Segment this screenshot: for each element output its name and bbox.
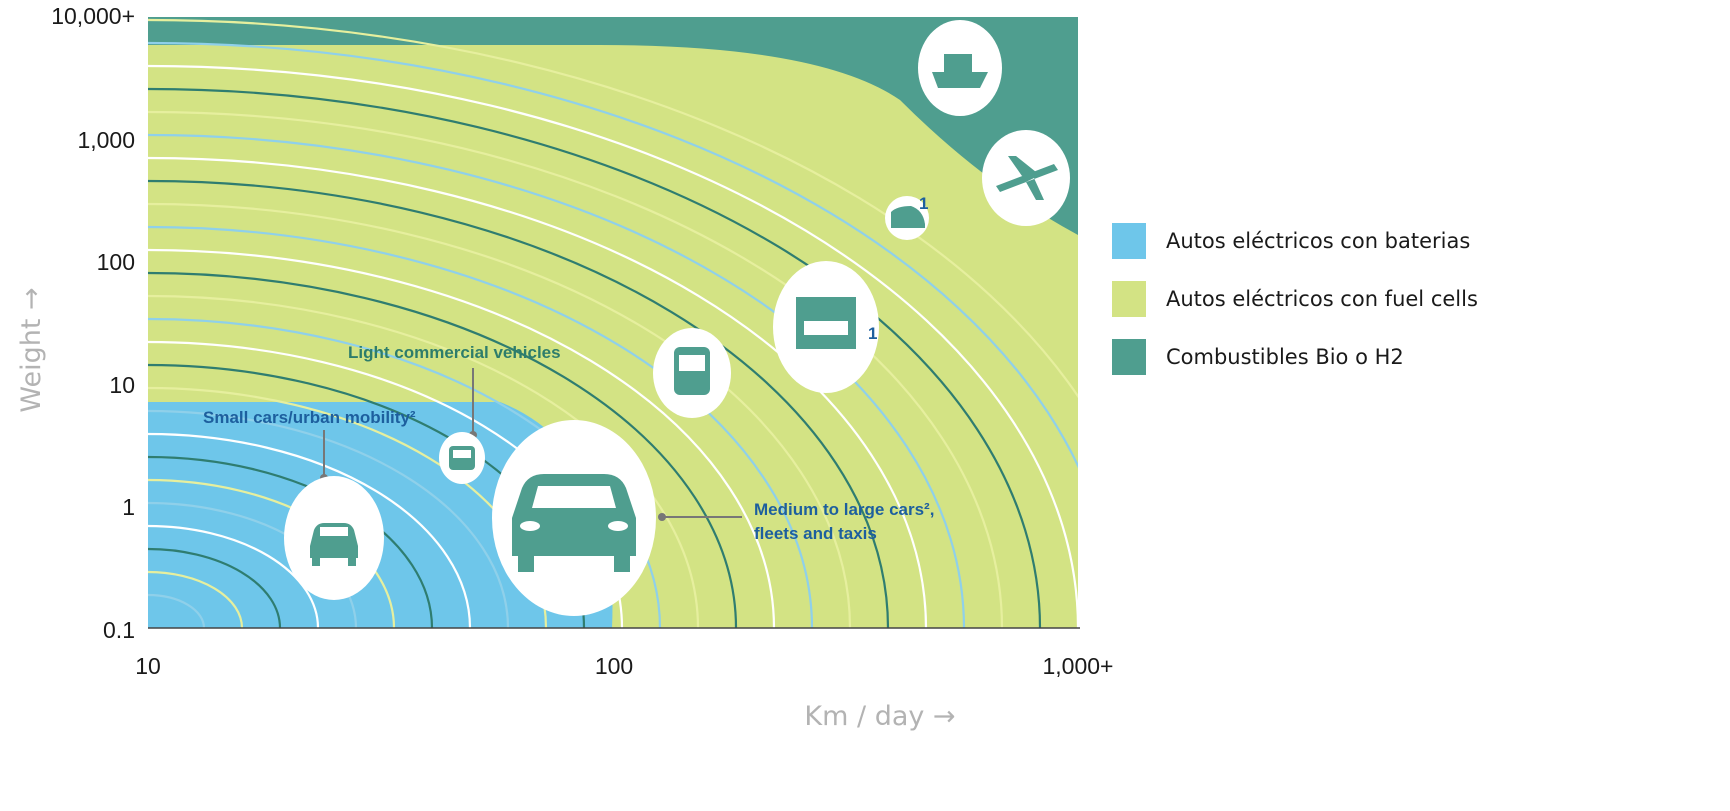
contour-line: [148, 524, 320, 628]
contour-line: [148, 18, 1078, 399]
combustion-region: [148, 17, 1078, 235]
annotation-small-cars: Small cars/urban mobility²: [203, 408, 416, 427]
small-car-icon: [284, 476, 384, 600]
footnote-marker: 1: [919, 194, 928, 213]
legend-swatch-battery: [1112, 223, 1146, 259]
legend-item-combustion: Combustibles Bio o H2: [1112, 328, 1478, 386]
contour-line: [148, 87, 1042, 628]
airplane-icon: [982, 130, 1070, 226]
y-tick-label: 10,000+: [51, 3, 135, 29]
truck-icon: [773, 261, 879, 393]
legend: Autos eléctricos con baterias Autos eléc…: [1112, 212, 1478, 386]
x-tick-label: 100: [595, 653, 633, 679]
contour-line: [148, 225, 814, 628]
y-axis-title: Weight →: [16, 287, 47, 412]
contour-line: [148, 133, 966, 628]
large-car-icon: [492, 420, 656, 616]
ship-icon: [918, 20, 1002, 116]
contour-line: [148, 570, 244, 628]
contour-line: [148, 179, 890, 628]
annotation-light-commercial: Light commercial vehicles: [348, 343, 561, 362]
legend-label: Autos eléctricos con baterias: [1166, 229, 1471, 253]
footnote-marker: 1: [868, 324, 877, 343]
contour-line: [148, 202, 852, 628]
legend-label: Autos eléctricos con fuel cells: [1166, 287, 1478, 311]
contour-line: [148, 64, 1078, 628]
train-icon: [885, 196, 929, 240]
x-axis-title: Km / day →: [804, 701, 955, 732]
contour-line: [148, 156, 928, 628]
contour-line: [148, 547, 282, 628]
y-tick-label: 100: [97, 249, 135, 275]
x-tick-label: 1,000+: [1043, 653, 1114, 679]
y-tick-label: 1: [122, 494, 135, 520]
contour-line: [148, 41, 1078, 469]
contour-line: [148, 409, 510, 628]
y-tick-label: 0.1: [103, 617, 135, 643]
contour-line: [148, 294, 700, 628]
bus-icon: [653, 328, 731, 418]
contour-line: [148, 110, 1004, 628]
leader-dot: [658, 513, 666, 521]
legend-swatch-combustion: [1112, 339, 1146, 375]
x-tick-label: 10: [135, 653, 161, 679]
contour-lines: [148, 18, 1078, 628]
contour-line: [148, 593, 206, 628]
legend-item-fuel-cell: Autos eléctricos con fuel cells: [1112, 270, 1478, 328]
annotation-medium-large-cars: Medium to large cars²,: [754, 500, 934, 519]
y-tick-label: 10: [109, 372, 135, 398]
annotation-fleets-taxis: fleets and taxis: [754, 524, 877, 543]
legend-swatch-fuel-cell: [1112, 281, 1146, 317]
contour-line: [148, 248, 776, 628]
contour-line: [148, 432, 472, 628]
van-icon: [439, 432, 485, 484]
legend-item-battery: Autos eléctricos con baterias: [1112, 212, 1478, 270]
contour-line: [148, 271, 738, 628]
legend-label: Combustibles Bio o H2: [1166, 345, 1404, 369]
y-tick-label: 1,000: [77, 127, 135, 153]
